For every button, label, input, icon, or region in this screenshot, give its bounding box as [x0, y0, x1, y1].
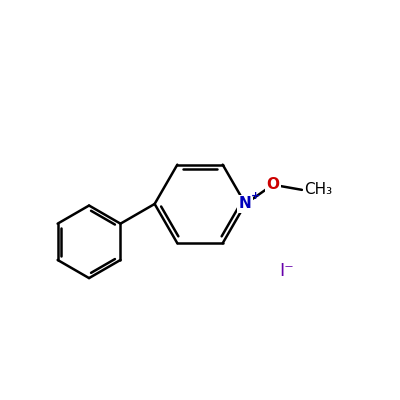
- Text: N: N: [239, 196, 252, 212]
- Text: CH₃: CH₃: [304, 182, 332, 197]
- Text: I⁻: I⁻: [280, 262, 294, 280]
- Text: +: +: [250, 191, 260, 201]
- Text: O: O: [266, 177, 279, 192]
